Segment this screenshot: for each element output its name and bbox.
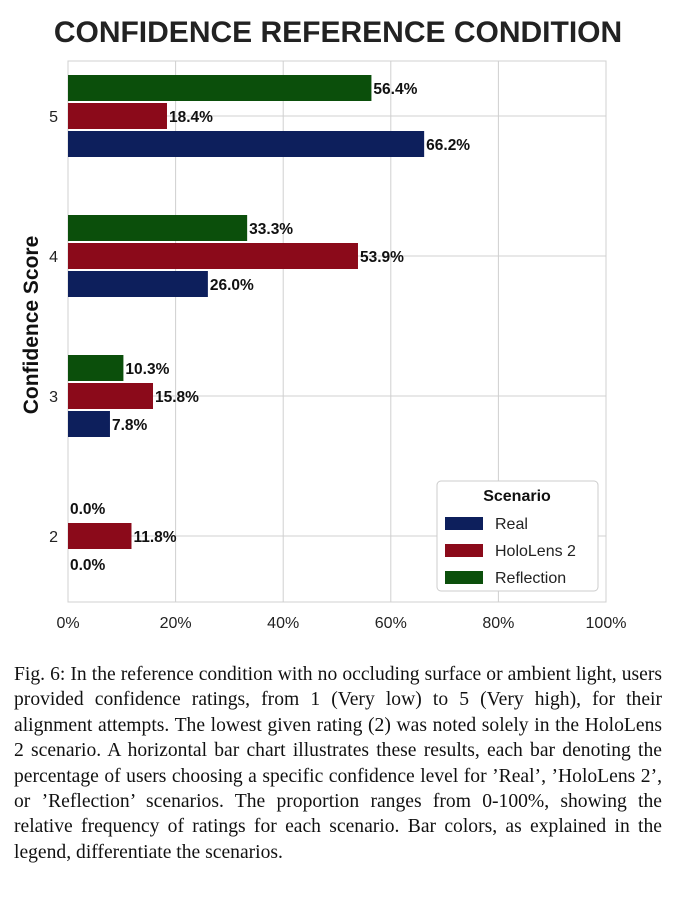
legend: Scenario Real HoloLens 2 Reflection xyxy=(436,480,599,592)
legend-swatch xyxy=(445,544,483,557)
x-tick-label: 20% xyxy=(160,615,192,632)
chart-title: CONFIDENCE REFERENCE CONDITION xyxy=(54,16,622,49)
bar-value-label: 56.4% xyxy=(373,81,417,98)
bar-value-label: 18.4% xyxy=(169,109,213,126)
x-tick-label: 40% xyxy=(267,615,299,632)
bar xyxy=(68,523,132,549)
bar-value-label: 33.3% xyxy=(249,221,293,238)
chart: CONFIDENCE REFERENCE CONDITION 56.4% 18.4… xyxy=(20,16,626,632)
bar xyxy=(68,215,248,241)
y-axis-label: Confidence Score xyxy=(20,236,43,415)
bar-value-label: 10.3% xyxy=(125,361,169,378)
bar xyxy=(68,383,154,409)
legend-swatch xyxy=(445,571,483,584)
x-tick-labels: 0% 20% 40% 60% 80% 100% xyxy=(56,615,626,632)
bar xyxy=(68,355,124,381)
legend-title: Scenario xyxy=(483,488,551,505)
x-tick-label: 0% xyxy=(56,615,79,632)
bar-value-label: 26.0% xyxy=(210,277,254,294)
bar-value-label: 0.0% xyxy=(70,501,106,518)
bar-value-label: 11.8% xyxy=(133,529,176,546)
figure-caption: Fig. 6: In the reference condition with … xyxy=(14,664,662,863)
x-tick-label: 80% xyxy=(482,615,514,632)
x-tick-label: 60% xyxy=(375,615,407,632)
bar xyxy=(68,103,167,129)
plot-area xyxy=(67,60,607,603)
bar-value-label: 15.8% xyxy=(155,389,199,406)
bar xyxy=(68,411,110,437)
bar-value-label: 0.0% xyxy=(70,557,106,574)
bars xyxy=(68,75,425,549)
y-tick-label: 3 xyxy=(49,389,58,406)
y-tick-label: 2 xyxy=(49,529,58,546)
bar xyxy=(68,271,208,297)
bar xyxy=(68,243,358,269)
legend-box xyxy=(436,480,599,592)
y-tick-label: 4 xyxy=(49,249,58,266)
y-tick-label: 5 xyxy=(49,109,58,126)
legend-label: HoloLens 2 xyxy=(495,543,576,560)
bar-value-label: 7.8% xyxy=(112,417,148,434)
legend-label: Reflection xyxy=(495,570,566,587)
bar xyxy=(68,131,425,157)
legend-label: Real xyxy=(495,516,528,533)
bar-value-label: 53.9% xyxy=(360,249,404,266)
bar-labels: 56.4% 18.4% 66.2% 33.3% 53.9% 26.0% 10.3% 15.8%… xyxy=(70,81,470,574)
legend-swatch xyxy=(445,517,483,530)
bar-value-label: 66.2% xyxy=(426,137,470,154)
y-tick-labels: 5 4 3 2 xyxy=(49,109,58,546)
bar xyxy=(68,75,372,101)
x-tick-label: 100% xyxy=(586,615,627,632)
